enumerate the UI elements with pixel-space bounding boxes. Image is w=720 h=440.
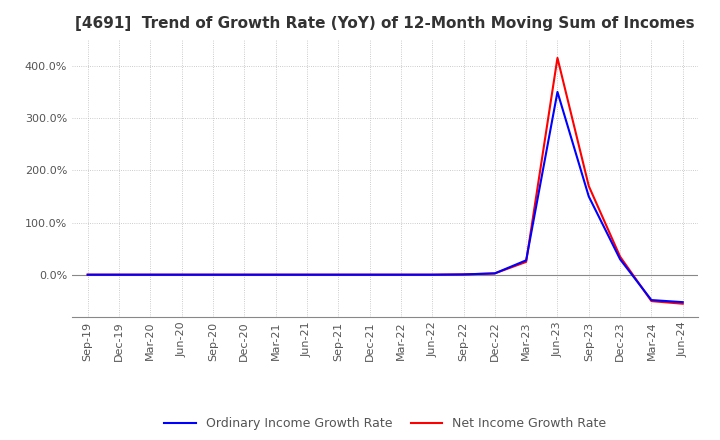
Net Income Growth Rate: [84, 272, 92, 277]
Ordinary Income Growth Rate: [553, 89, 562, 95]
Ordinary Income Growth Rate: [428, 272, 436, 277]
Net Income Growth Rate: [271, 272, 280, 277]
Ordinary Income Growth Rate: [585, 194, 593, 199]
Net Income Growth Rate: [585, 183, 593, 189]
Net Income Growth Rate: [522, 259, 531, 264]
Net Income Growth Rate: [490, 271, 499, 276]
Ordinary Income Growth Rate: [459, 272, 468, 277]
Legend: Ordinary Income Growth Rate, Net Income Growth Rate: Ordinary Income Growth Rate, Net Income …: [159, 412, 611, 435]
Net Income Growth Rate: [209, 272, 217, 277]
Net Income Growth Rate: [177, 272, 186, 277]
Line: Ordinary Income Growth Rate: Ordinary Income Growth Rate: [88, 92, 683, 302]
Net Income Growth Rate: [647, 298, 656, 304]
Ordinary Income Growth Rate: [114, 272, 123, 277]
Ordinary Income Growth Rate: [616, 257, 624, 262]
Net Income Growth Rate: [240, 272, 248, 277]
Ordinary Income Growth Rate: [146, 272, 155, 277]
Ordinary Income Growth Rate: [177, 272, 186, 277]
Ordinary Income Growth Rate: [397, 272, 405, 277]
Net Income Growth Rate: [459, 272, 468, 277]
Ordinary Income Growth Rate: [240, 272, 248, 277]
Net Income Growth Rate: [302, 272, 311, 277]
Net Income Growth Rate: [397, 272, 405, 277]
Ordinary Income Growth Rate: [490, 271, 499, 276]
Net Income Growth Rate: [146, 272, 155, 277]
Ordinary Income Growth Rate: [271, 272, 280, 277]
Net Income Growth Rate: [616, 254, 624, 259]
Ordinary Income Growth Rate: [209, 272, 217, 277]
Ordinary Income Growth Rate: [365, 272, 374, 277]
Ordinary Income Growth Rate: [647, 297, 656, 303]
Net Income Growth Rate: [114, 272, 123, 277]
Ordinary Income Growth Rate: [302, 272, 311, 277]
Net Income Growth Rate: [365, 272, 374, 277]
Net Income Growth Rate: [428, 272, 436, 277]
Net Income Growth Rate: [334, 272, 343, 277]
Ordinary Income Growth Rate: [84, 272, 92, 277]
Line: Net Income Growth Rate: Net Income Growth Rate: [88, 58, 683, 304]
Net Income Growth Rate: [678, 301, 687, 306]
Title: [4691]  Trend of Growth Rate (YoY) of 12-Month Moving Sum of Incomes: [4691] Trend of Growth Rate (YoY) of 12-…: [76, 16, 695, 32]
Ordinary Income Growth Rate: [334, 272, 343, 277]
Net Income Growth Rate: [553, 55, 562, 61]
Ordinary Income Growth Rate: [522, 258, 531, 263]
Ordinary Income Growth Rate: [678, 300, 687, 305]
